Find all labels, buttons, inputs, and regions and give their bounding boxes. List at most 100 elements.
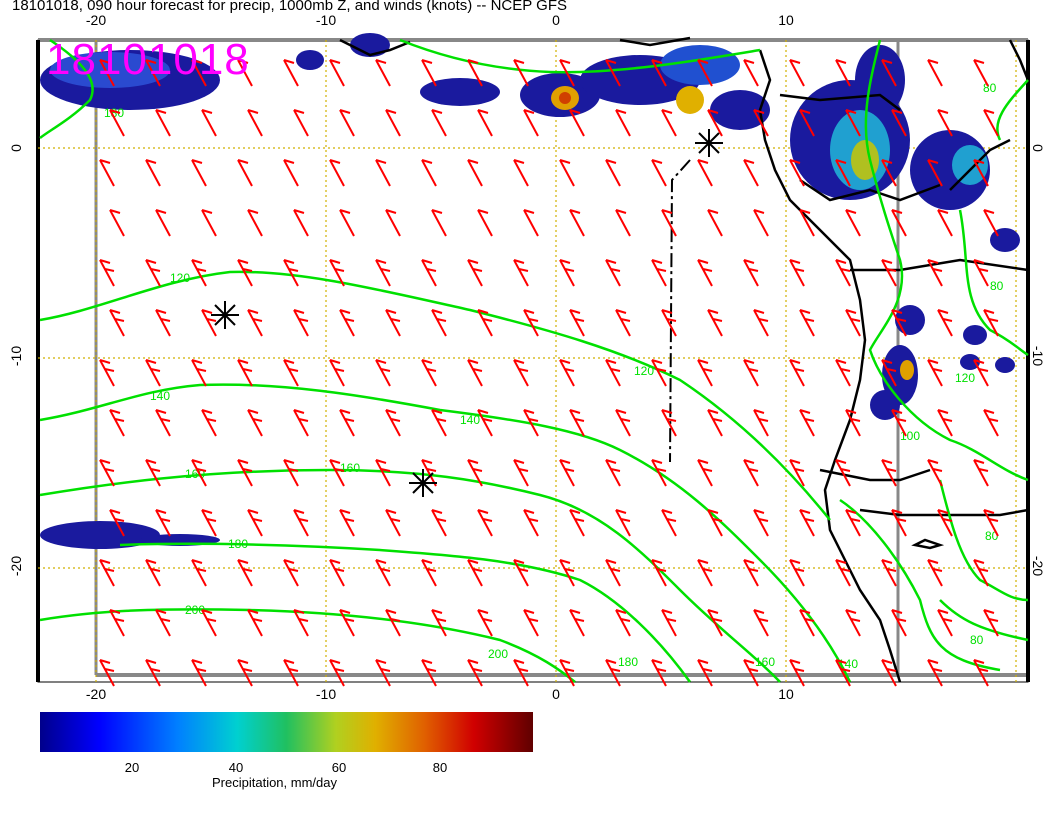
wind-barb (293, 509, 309, 537)
wind-barb (477, 109, 493, 137)
wind-barb (927, 359, 943, 387)
wind-barb (237, 259, 253, 287)
wind-barb (247, 209, 263, 237)
wind-barb (753, 609, 769, 637)
wind-barb (145, 159, 161, 187)
wind-barb (615, 209, 631, 237)
wind-barb (283, 659, 299, 687)
wind-barb (431, 109, 447, 137)
wind-barb (789, 359, 805, 387)
wind-barb (789, 659, 805, 687)
wind-barb (477, 409, 493, 437)
wind-barb (421, 359, 437, 387)
wind-barb (339, 109, 355, 137)
wind-barb (799, 409, 815, 437)
wind-barb (845, 609, 861, 637)
wind-barb (835, 259, 851, 287)
wind-barb (845, 409, 861, 437)
wind-barb (661, 409, 677, 437)
wind-barb (385, 409, 401, 437)
wind-barb (109, 109, 125, 137)
wind-barb (651, 59, 667, 87)
wind-barb (605, 659, 621, 687)
wind-barb (513, 359, 529, 387)
wind-barb (477, 309, 493, 337)
wind-barb (513, 659, 529, 687)
wind-barb (523, 209, 539, 237)
wind-barb (329, 359, 345, 387)
wind-barb (651, 659, 667, 687)
wind-barb (155, 609, 171, 637)
wind-barb (651, 459, 667, 487)
asterisk-marker (409, 469, 437, 497)
wind-barb (191, 259, 207, 287)
wind-barb (247, 409, 263, 437)
wind-barb (385, 309, 401, 337)
pressure-centers (211, 129, 723, 497)
wind-barb (375, 459, 391, 487)
contour-label: 140 (460, 413, 480, 427)
wind-barb (615, 409, 631, 437)
lat-label-right: 0 (1029, 144, 1046, 152)
wind-barb (707, 509, 723, 537)
wind-barb (283, 159, 299, 187)
lon-label-top: -20 (85, 12, 107, 28)
wind-barb (845, 209, 861, 237)
wind-barb (799, 309, 815, 337)
wind-barb (927, 559, 943, 587)
forecast-map: 120 140 160 180 200 180 160 140 120 100 … (36, 33, 1030, 687)
wind-barb (477, 509, 493, 537)
wind-barb (937, 109, 953, 137)
wind-barb (983, 609, 999, 637)
wind-barb (201, 209, 217, 237)
wind-barb (201, 409, 217, 437)
wind-barb (835, 359, 851, 387)
wind-barb (651, 559, 667, 587)
wind-barb (743, 659, 759, 687)
wind-barb (743, 359, 759, 387)
wind-barb (385, 509, 401, 537)
wind-barb (237, 459, 253, 487)
contour-label: 180 (618, 655, 638, 669)
wind-barb (145, 559, 161, 587)
wind-barb (707, 409, 723, 437)
wind-barb (513, 459, 529, 487)
wind-barb (523, 409, 539, 437)
wind-barb (293, 209, 309, 237)
wind-barb (191, 659, 207, 687)
asterisk-marker (695, 129, 723, 157)
wind-barb (191, 59, 207, 87)
wind-barb (559, 559, 575, 587)
precip-colorbar (40, 712, 533, 752)
wind-barb (983, 309, 999, 337)
wind-barb (421, 459, 437, 487)
contour-label: 200 (488, 647, 508, 661)
wind-barb (99, 159, 115, 187)
wind-barb (477, 609, 493, 637)
wind-barb (145, 59, 161, 87)
dashed-route (669, 159, 691, 463)
wind-barb (697, 459, 713, 487)
lon-label-bottom: -20 (85, 686, 107, 702)
wind-barb (99, 259, 115, 287)
colorbar-tick: 40 (228, 760, 244, 775)
wind-barb (973, 259, 989, 287)
wind-barb (247, 309, 263, 337)
wind-barb (937, 409, 953, 437)
wind-barb (293, 109, 309, 137)
wind-barb (615, 309, 631, 337)
wind-barb (237, 559, 253, 587)
wind-barb (743, 559, 759, 587)
wind-barb (247, 609, 263, 637)
wind-barb (707, 609, 723, 637)
wind-barb (835, 459, 851, 487)
wind-barb (201, 109, 217, 137)
wind-barb (697, 659, 713, 687)
wind-barb (661, 209, 677, 237)
wind-barb (329, 659, 345, 687)
wind-barb (799, 209, 815, 237)
wind-barb (753, 309, 769, 337)
wind-barb (477, 209, 493, 237)
contour-label: 140 (838, 657, 858, 671)
wind-barb (109, 609, 125, 637)
